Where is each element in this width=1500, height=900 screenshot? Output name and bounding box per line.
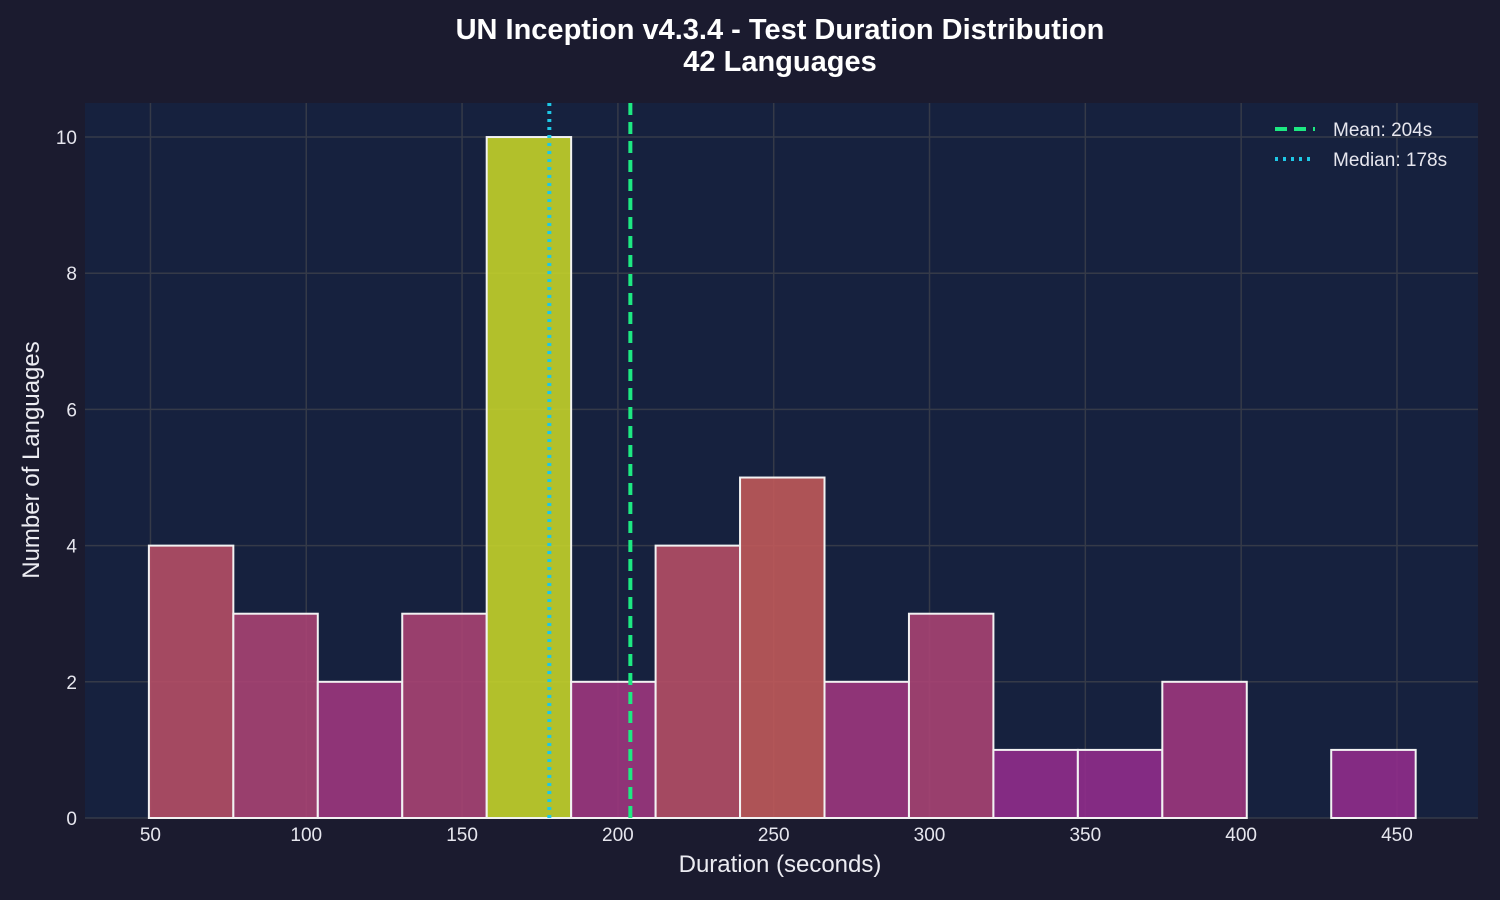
histogram-bar: [1076, 748, 1164, 820]
y-tick-label: 4: [66, 537, 77, 558]
x-axis-label: Duration (seconds): [679, 851, 882, 878]
histogram-bar: [147, 544, 235, 819]
histogram-bar: [992, 748, 1079, 820]
x-tick-label: 400: [1225, 825, 1257, 846]
y-tick-label: 0: [66, 809, 77, 830]
reference-lines: [547, 103, 633, 818]
y-axis-label: Number of Languages: [18, 341, 45, 579]
x-tick-label: 50: [140, 825, 161, 846]
histogram-bar: [1161, 680, 1248, 819]
legend-mean-label: Mean: 204s: [1333, 120, 1432, 141]
chart-subtitle: 42 Languages: [683, 46, 876, 78]
x-tick-label: 450: [1381, 825, 1413, 846]
x-tick-label: 250: [758, 825, 790, 846]
histogram-bar: [739, 476, 826, 819]
x-tick-label: 350: [1069, 825, 1101, 846]
legend: Mean: 204s Median: 178s: [1275, 120, 1447, 171]
y-tick-label: 2: [66, 673, 77, 694]
x-tick-label: 100: [290, 825, 322, 846]
legend-median-label: Median: 178s: [1333, 150, 1447, 171]
x-tick-label: 150: [446, 825, 478, 846]
chart-title: UN Inception v4.3.4 - Test Duration Dist…: [456, 14, 1105, 46]
histogram-bar: [232, 612, 319, 820]
histogram-bar: [654, 544, 742, 819]
histogram-bar: [823, 680, 910, 819]
histogram-bars: [147, 136, 1417, 820]
histogram-bar: [907, 612, 995, 820]
histogram-bar: [316, 680, 404, 819]
y-tick-label: 8: [66, 264, 77, 285]
histogram-bar: [401, 612, 488, 820]
histogram-bar: [1330, 748, 1417, 820]
y-tick-label: 10: [56, 128, 77, 149]
histogram-bar: [570, 680, 657, 819]
y-tick-label: 6: [66, 400, 77, 421]
axis-ticks: 50 100 150 200 250 300 350 400 450 0 2 4 6 8 10: [56, 128, 1413, 846]
x-tick-label: 300: [914, 825, 946, 846]
x-tick-label: 200: [602, 825, 634, 846]
histogram-bar: [485, 136, 573, 820]
